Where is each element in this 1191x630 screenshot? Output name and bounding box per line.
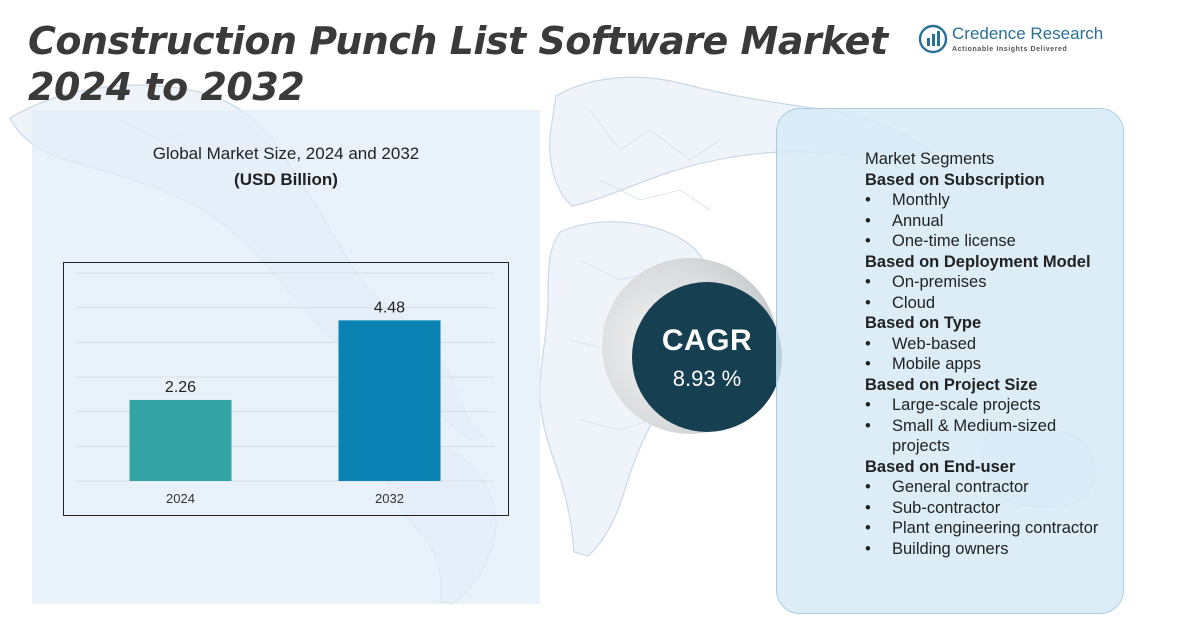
page-title: Construction Punch List Software Market … — [28, 19, 888, 109]
bullet-icon: • — [865, 191, 871, 209]
credence-research-logo: Credence Research Actionable Insights De… — [918, 22, 1118, 58]
segment-item-label: Building owners — [892, 539, 1009, 558]
bullet-icon: • — [865, 478, 871, 496]
bullet-icon: • — [865, 273, 871, 291]
bar-chart-logo-icon — [918, 24, 948, 54]
segment-item: • One-time license — [865, 231, 1115, 252]
bar-chart: 2.26 2024 4.48 2032 — [76, 272, 494, 506]
cagr-label: CAGR — [661, 324, 753, 357]
segment-item: • Monthly — [865, 190, 1115, 211]
segment-item-label: On-premises — [892, 273, 987, 291]
cagr-badge: CAGR 8.93 % — [632, 282, 782, 432]
bar — [129, 399, 232, 481]
segment-item-label: General contractor — [892, 478, 1029, 496]
segment-item-label: Web-based — [892, 334, 977, 353]
segment-item: • General contractor — [865, 477, 1115, 498]
segment-item: • Building owners — [865, 539, 1115, 560]
segment-item: • On-premises — [865, 272, 1115, 293]
segment-item: • Mobile apps — [865, 354, 1115, 375]
segment-item-label: Large-scale projects — [892, 396, 1041, 414]
logo-name: Credence Research — [952, 24, 1104, 43]
x-tick-label: 2024 — [166, 491, 195, 506]
segment-item-label: One-time license — [892, 232, 1016, 250]
segment-item: • Small & Medium-sized projects — [865, 416, 1115, 457]
segment-item-label: Small & Medium-sized projects — [892, 416, 1057, 456]
segment-item: • Plant engineering contractor — [865, 518, 1115, 539]
segment-item-label: Cloud — [892, 293, 936, 312]
bullet-icon: • — [865, 396, 871, 414]
bullet-icon: • — [865, 355, 871, 373]
segment-heading: Based on Type — [865, 314, 982, 332]
segment-heading: Based on End-user — [865, 457, 1016, 476]
segment-list: Market Segments Based on Subscription • Mo… — [865, 149, 1115, 559]
bullet-icon: • — [865, 232, 871, 250]
market-size-panel: Global Market Size, 2024 and 2032 (USD B… — [32, 110, 540, 604]
segment-item-label: Monthly — [892, 191, 950, 209]
bar — [338, 320, 441, 481]
segment-item: • Web-based — [865, 334, 1115, 355]
bar-chart-frame: 2.26 2024 4.48 2032 — [63, 262, 509, 516]
bullet-icon: • — [865, 539, 871, 558]
bullet-icon: • — [865, 416, 871, 435]
bullet-icon: • — [865, 334, 871, 353]
segment-heading: Based on Subscription — [865, 170, 1045, 189]
bullet-icon: • — [865, 498, 871, 517]
cagr-value: 8.93 % — [672, 366, 742, 391]
data-label: 2.26 — [165, 379, 196, 396]
chart-unit: (USD Billion) — [234, 170, 338, 189]
bullet-icon: • — [865, 519, 871, 537]
bullet-icon: • — [865, 293, 871, 312]
segment-item: • Large-scale projects — [865, 395, 1115, 416]
logo-tagline: Actionable Insights Delivered — [952, 46, 1068, 53]
segment-item-label: Sub-contractor — [892, 498, 1001, 517]
segment-heading: Based on Deployment Model — [865, 252, 1091, 271]
data-label: 4.48 — [374, 299, 405, 316]
segments-header: Market Segments — [865, 150, 995, 168]
segment-item-label: Mobile apps — [892, 355, 981, 373]
segment-item: • Sub-contractor — [865, 498, 1115, 519]
chart-title: Global Market Size, 2024 and 2032 — [152, 144, 420, 163]
x-tick-label: 2032 — [375, 491, 404, 506]
segment-item-label: Plant engineering contractor — [892, 519, 1099, 537]
segment-item: • Annual — [865, 211, 1115, 232]
segment-item: • Cloud — [865, 293, 1115, 314]
segment-item-label: Annual — [892, 211, 944, 230]
segment-heading: Based on Project Size — [865, 375, 1038, 394]
bullet-icon: • — [865, 211, 871, 230]
market-segments-panel: Market Segments Based on Subscription • Mo… — [776, 108, 1124, 614]
